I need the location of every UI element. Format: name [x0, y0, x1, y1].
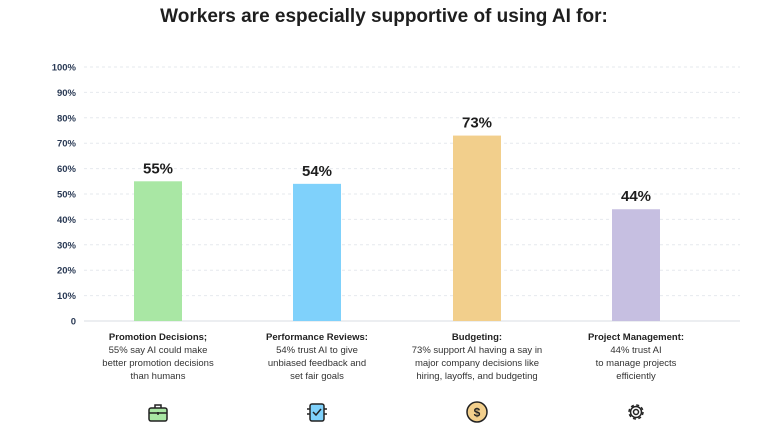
bar-4: [612, 209, 660, 321]
category-description: 73% support AI having a say in: [411, 345, 543, 356]
data-label: 55%: [143, 160, 173, 177]
category-description: better promotion decisions: [102, 358, 214, 369]
category-description: set fair goals: [290, 371, 344, 382]
y-tick-label: 100%: [52, 63, 77, 74]
bar-2: [293, 183, 341, 321]
data-label: 44%: [621, 188, 651, 205]
y-tick-label: 30%: [57, 240, 77, 251]
category-description: to manage projects: [595, 358, 677, 369]
y-tick-label: 20%: [57, 266, 77, 277]
y-tick-label: 40%: [57, 215, 77, 226]
category-description: major company decisions like: [414, 358, 540, 369]
category-description: hiring, layoffs, and budgeting: [416, 371, 538, 382]
briefcase-icon: [146, 400, 170, 424]
category-label: Performance Reviews:: [266, 332, 368, 343]
y-tick-label: 0: [71, 317, 76, 328]
data-label: 73%: [462, 115, 492, 132]
category-description: unbiased feedback and: [267, 358, 367, 369]
category-label: Budgeting:: [451, 332, 503, 343]
y-tick-label: 60%: [57, 164, 77, 175]
bar-1: [134, 181, 182, 321]
bar-3: [453, 135, 501, 321]
category-caption: Performance Reviews: 54% trust AI to give…: [237, 331, 397, 383]
category-description: than humans: [130, 371, 186, 382]
y-tick-label: 80%: [57, 113, 77, 124]
category-caption: Project Management: 44% trust AI to manage…: [556, 331, 716, 383]
chart-title: Workers are especially supportive of usi…: [160, 6, 608, 27]
dollar-coin-icon: $: [465, 400, 489, 424]
category-description: efficiently: [616, 371, 656, 382]
y-tick-label: 50%: [57, 190, 77, 201]
category-caption: Budgeting: 73% support AI having a say in…: [397, 331, 557, 383]
category-caption: Promotion Decisions; 55% say AI could mak…: [78, 331, 238, 383]
gear-icon: [624, 400, 648, 424]
y-tick-label: 90%: [57, 88, 77, 99]
y-tick-label: 70%: [57, 139, 77, 150]
category-description: 44% trust AI: [610, 345, 662, 356]
y-tick-label: 10%: [57, 291, 77, 302]
checklist-icon: [305, 400, 329, 424]
data-label: 54%: [302, 163, 332, 180]
category-label: Promotion Decisions;: [108, 332, 208, 343]
category-description: 55% say AI could make: [108, 345, 208, 356]
category-description: 54% trust AI to give: [276, 345, 358, 356]
category-label: Project Management:: [587, 332, 685, 343]
svg-text:$: $: [474, 406, 481, 420]
